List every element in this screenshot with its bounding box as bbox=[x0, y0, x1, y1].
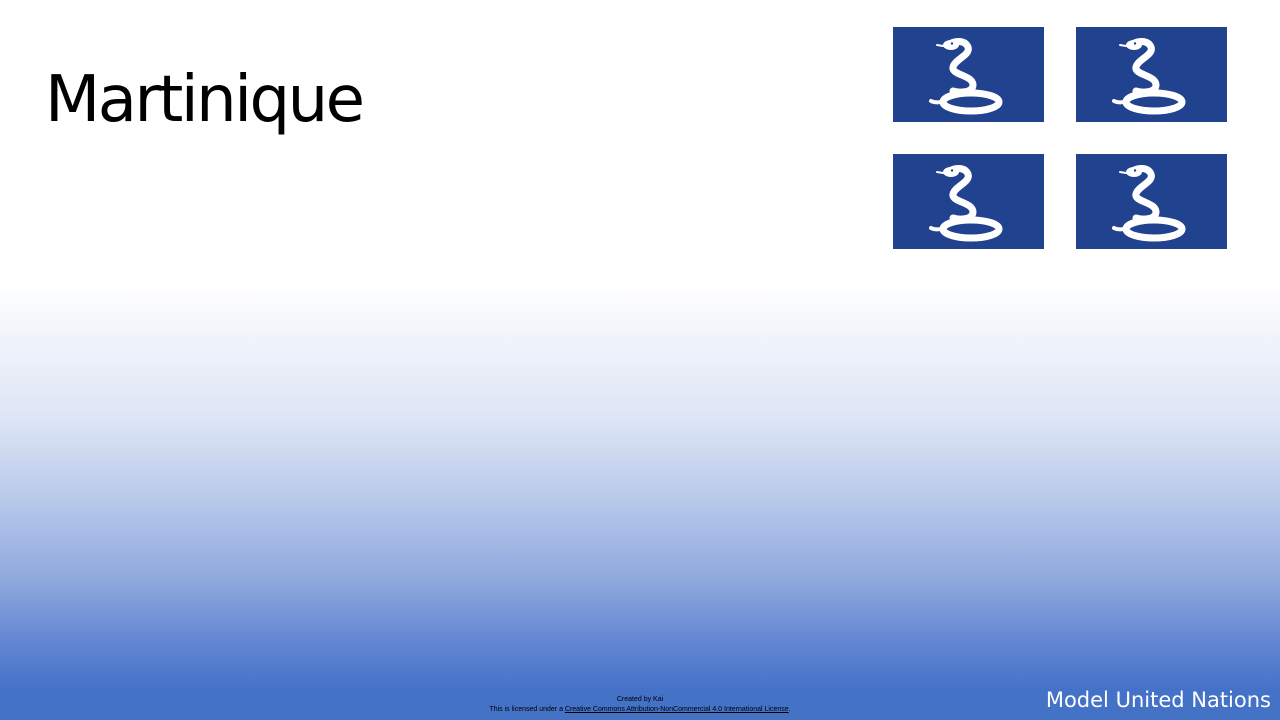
martinique-flag-icon bbox=[893, 27, 1044, 122]
footer-brand: Model United Nations bbox=[1045, 688, 1271, 712]
credits-author: Created by Kai bbox=[616, 696, 664, 703]
license-link[interactable]: Creative Commons Attribution-NonCommerci… bbox=[564, 706, 789, 713]
martinique-flag-icon bbox=[1076, 154, 1227, 249]
martinique-flag-icon bbox=[893, 154, 1044, 249]
credits-block: Created by Kai This is licensed under a … bbox=[340, 695, 940, 715]
credits-license-line: This is licensed under a Creative Common… bbox=[340, 705, 940, 715]
credits-license-prefix: This is licensed under a bbox=[489, 706, 565, 713]
martinique-flag-icon bbox=[1076, 27, 1227, 122]
slide-title: Martinique bbox=[45, 63, 365, 137]
credits-license-suffix: . bbox=[788, 706, 791, 713]
